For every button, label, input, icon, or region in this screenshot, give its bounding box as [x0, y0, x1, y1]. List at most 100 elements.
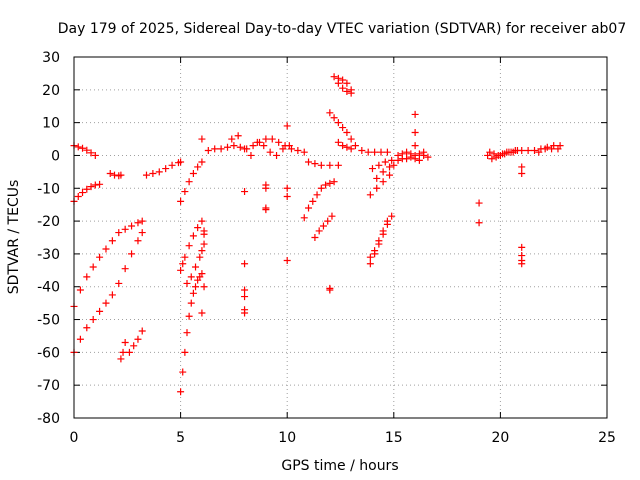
data-point	[358, 147, 366, 155]
data-point	[121, 265, 129, 273]
data-point	[83, 146, 91, 154]
data-point	[76, 286, 84, 294]
data-point	[343, 143, 351, 151]
data-point	[334, 119, 342, 127]
data-point	[324, 217, 332, 225]
y-tick-label: 0	[51, 148, 60, 164]
data-point	[115, 229, 123, 237]
data-point	[247, 151, 255, 159]
data-point	[294, 147, 302, 155]
data-point	[285, 142, 293, 150]
data-point	[371, 148, 379, 156]
x-tick-label: 5	[176, 430, 185, 446]
data-point	[334, 138, 342, 146]
data-point	[283, 192, 291, 200]
x-tick-label: 20	[491, 430, 509, 446]
series-scatter-21h	[518, 163, 526, 268]
data-point	[373, 184, 381, 192]
data-point	[138, 229, 146, 237]
data-point	[415, 150, 423, 158]
series-scatter-9h	[262, 181, 270, 214]
data-point	[187, 299, 195, 307]
y-tick-label: -40	[37, 280, 60, 296]
data-point	[177, 388, 185, 396]
data-point	[339, 84, 347, 92]
data-point	[311, 234, 319, 241]
data-point	[241, 188, 249, 196]
series-arc-w	[368, 156, 396, 173]
data-point	[315, 227, 323, 235]
data-point	[111, 171, 119, 179]
data-point	[383, 217, 391, 225]
data-point	[194, 224, 202, 232]
data-point	[262, 206, 270, 214]
plot-frame	[73, 56, 608, 419]
data-point	[189, 232, 197, 240]
series-arc-v	[366, 171, 394, 199]
data-point	[268, 135, 276, 143]
data-point	[155, 168, 163, 176]
data-point	[488, 155, 496, 163]
x-axis-label: GPS time / hours	[281, 458, 398, 474]
series-arc-u	[366, 217, 391, 261]
data-point	[475, 199, 483, 207]
data-point	[379, 178, 387, 186]
data-point	[79, 189, 87, 197]
data-point	[309, 197, 317, 205]
data-point	[183, 329, 191, 337]
data-point	[185, 312, 193, 320]
data-point	[260, 142, 268, 150]
data-point	[486, 148, 494, 156]
data-point	[91, 181, 99, 189]
data-point	[334, 79, 342, 87]
data-point	[388, 156, 396, 164]
data-point	[541, 145, 549, 153]
data-point	[149, 170, 157, 178]
series-scatter-16h	[411, 110, 419, 150]
data-point	[83, 273, 91, 281]
data-point	[228, 135, 236, 143]
y-tick-label: 30	[42, 50, 60, 66]
series-arc-s	[358, 147, 391, 156]
data-point	[398, 150, 406, 158]
data-point	[311, 160, 319, 168]
series-cluster-19-21b	[486, 147, 519, 159]
data-point	[87, 149, 95, 157]
data-point	[300, 148, 308, 156]
data-point	[347, 135, 355, 143]
data-point	[415, 156, 423, 164]
y-tick-label: 10	[42, 116, 60, 132]
data-point	[117, 171, 125, 179]
y-tick-label: 20	[42, 83, 60, 99]
series-scatter-6h	[198, 135, 208, 317]
series-scatter-10h	[283, 122, 291, 264]
data-point	[241, 260, 249, 268]
data-point	[343, 128, 351, 136]
data-point	[108, 237, 116, 245]
data-point	[554, 145, 562, 153]
data-point	[347, 89, 355, 97]
data-point	[368, 165, 376, 173]
data-point	[351, 142, 359, 150]
data-point	[330, 114, 338, 122]
data-point	[181, 188, 189, 196]
data-point	[379, 227, 387, 235]
series-scatter-8h	[241, 188, 249, 317]
data-point	[347, 145, 355, 153]
x-tick-label: 0	[70, 430, 79, 446]
data-point	[381, 158, 389, 166]
data-point	[326, 161, 334, 169]
data-point	[198, 270, 206, 278]
series-arc-l	[300, 178, 338, 222]
series-arc-g	[142, 158, 185, 179]
x-tick-label: 15	[385, 430, 403, 446]
data-point	[106, 170, 114, 178]
data-point	[475, 219, 483, 227]
series-arc-d	[70, 229, 146, 356]
data-point	[198, 135, 206, 143]
data-point	[115, 279, 123, 287]
data-point	[548, 145, 556, 153]
data-point	[241, 293, 249, 301]
data-point	[326, 109, 334, 117]
data-point	[249, 142, 257, 150]
